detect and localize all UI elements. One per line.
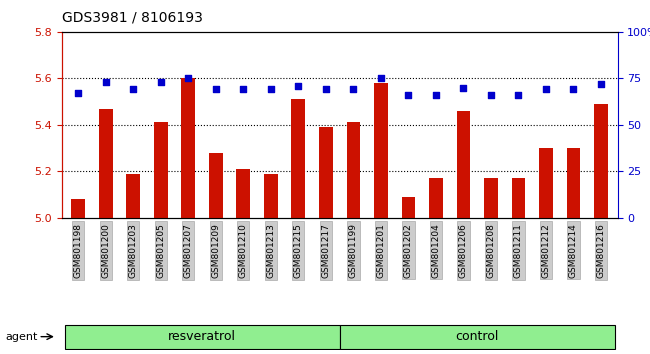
Text: resveratrol: resveratrol (168, 330, 236, 343)
Text: GSM801202: GSM801202 (404, 223, 413, 278)
Text: GSM801208: GSM801208 (486, 223, 495, 278)
Point (183, 75, 194, 81)
Point (514, 92, 524, 98)
Text: GSM801206: GSM801206 (459, 223, 468, 278)
Text: GSM801198: GSM801198 (73, 223, 83, 278)
Bar (126, 173, 140, 218)
Point (486, 92, 496, 98)
Bar (72, 199, 85, 218)
Point (568, 87, 578, 92)
Bar (484, 178, 498, 218)
Bar (512, 178, 525, 218)
Text: GSM801214: GSM801214 (569, 223, 578, 278)
Point (238, 87, 248, 92)
Text: GSM801200: GSM801200 (101, 223, 111, 278)
Bar (456, 111, 471, 218)
Text: GSM801215: GSM801215 (294, 223, 303, 278)
Text: GSM801217: GSM801217 (321, 223, 330, 278)
Point (403, 92, 413, 98)
Bar (402, 197, 415, 218)
Point (376, 75, 386, 81)
Bar (209, 153, 223, 218)
Bar (319, 127, 333, 218)
Point (431, 92, 441, 98)
Bar (429, 178, 443, 218)
Text: GSM801199: GSM801199 (349, 223, 358, 278)
Text: GSM801205: GSM801205 (156, 223, 165, 278)
Text: GSM801204: GSM801204 (432, 223, 441, 278)
Point (541, 87, 551, 92)
Bar (154, 122, 168, 218)
Bar (594, 104, 608, 218)
Point (266, 87, 276, 92)
Text: GDS3981 / 8106193: GDS3981 / 8106193 (62, 11, 203, 25)
Text: GSM801203: GSM801203 (129, 223, 138, 278)
Bar (237, 169, 250, 218)
Point (320, 87, 331, 92)
Bar (181, 78, 195, 218)
Point (596, 81, 606, 87)
Point (293, 83, 304, 88)
Point (73, 90, 83, 96)
Bar (291, 99, 305, 218)
Text: GSM801213: GSM801213 (266, 223, 276, 278)
Point (458, 85, 469, 91)
Text: GSM801201: GSM801201 (376, 223, 385, 278)
Text: GSM801210: GSM801210 (239, 223, 248, 278)
Bar (374, 83, 388, 218)
Text: GSM801211: GSM801211 (514, 223, 523, 278)
Text: GSM801207: GSM801207 (184, 223, 193, 278)
Text: GSM801216: GSM801216 (597, 223, 606, 278)
Point (101, 79, 111, 85)
Bar (539, 148, 553, 218)
Bar (339, 325, 615, 349)
Point (128, 87, 138, 92)
Point (155, 79, 166, 85)
Text: GSM801209: GSM801209 (211, 223, 220, 278)
Point (211, 87, 221, 92)
Point (348, 87, 359, 92)
Text: GSM801212: GSM801212 (541, 223, 551, 278)
Bar (264, 173, 278, 218)
Text: control: control (456, 330, 499, 343)
Bar (567, 148, 580, 218)
Bar (346, 122, 360, 218)
Bar (64, 325, 339, 349)
Bar (99, 109, 112, 218)
Text: agent: agent (5, 332, 37, 342)
